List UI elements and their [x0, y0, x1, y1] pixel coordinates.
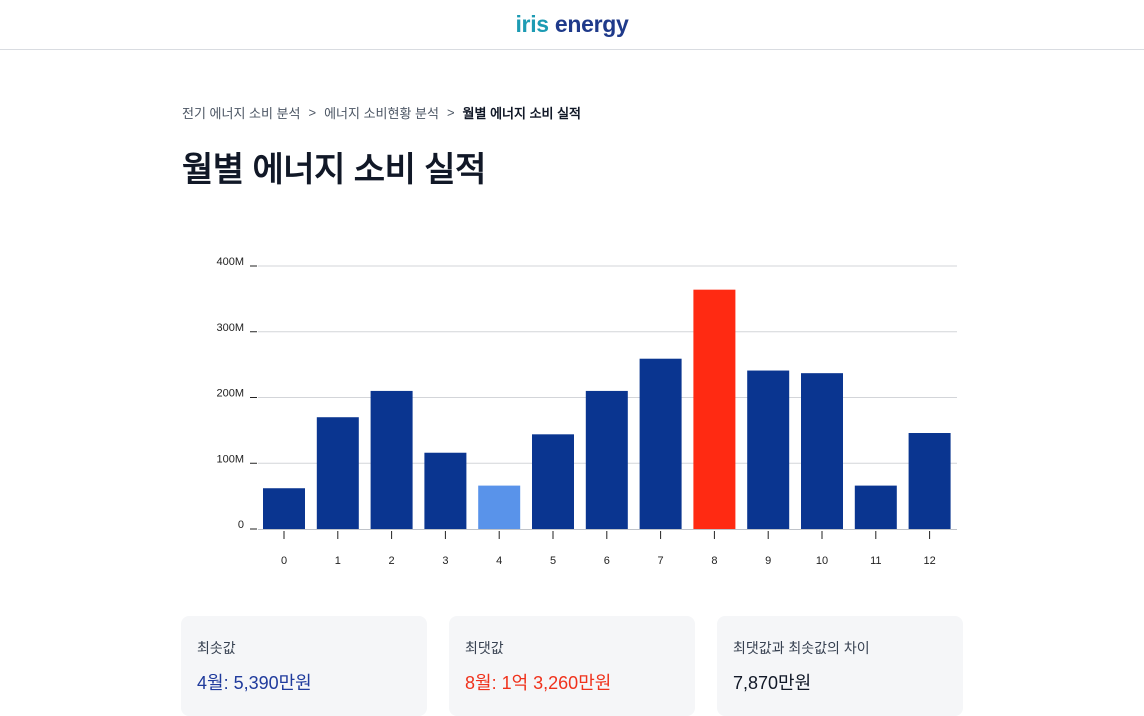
bar — [263, 488, 305, 529]
x-tick-label: 6 — [604, 555, 610, 567]
bar — [585, 390, 628, 529]
x-tick-label: 1 — [335, 555, 341, 567]
y-tick-label: 400M — [216, 256, 244, 268]
summary-max-label: 최댓값 — [465, 640, 504, 656]
iris-energy-logo[interactable]: iris energy — [515, 11, 628, 38]
x-tick-label: 0 — [281, 555, 287, 567]
x-tick-label: 11 — [870, 555, 881, 567]
x-tick-label: 4 — [496, 555, 502, 567]
bar — [478, 485, 521, 529]
summary-min-value: 4월: 5,390만원 — [197, 673, 312, 693]
bar — [854, 485, 897, 529]
y-tick-label: 200M — [216, 388, 244, 400]
x-tick-label: 10 — [816, 555, 828, 567]
bar — [693, 289, 736, 529]
x-tick-label: 7 — [658, 555, 664, 567]
bar — [801, 373, 843, 529]
summary-max-value: 8월: 1억 3,260만원 — [465, 673, 612, 693]
x-tick-label: 3 — [442, 555, 448, 567]
bar — [316, 417, 359, 529]
x-tick-label: 12 — [923, 555, 935, 567]
chevron-right-icon: > — [308, 104, 317, 120]
breadcrumb-item-consumption-status[interactable]: 에너지 소비현황 분석 — [324, 105, 439, 121]
bar — [747, 370, 790, 529]
y-tick-label: 300M — [216, 322, 244, 334]
summary-diff-value: 7,870만원 — [733, 673, 812, 693]
summary-diff-label: 최댓값과 최솟값의 차이 — [733, 640, 870, 656]
summary-card-min: 최솟값 4월: 5,390만원 — [181, 616, 427, 716]
x-tick-label: 2 — [389, 555, 395, 567]
bar — [370, 390, 413, 529]
logo-text-energy: energy — [548, 11, 629, 37]
bar — [908, 433, 951, 529]
summary-min-label: 최솟값 — [197, 640, 236, 656]
x-tick-label: 8 — [711, 555, 717, 567]
y-tick-label: 100M — [216, 453, 244, 465]
y-tick-label: 0 — [238, 519, 244, 531]
logo-text-iris: iris — [515, 11, 549, 37]
x-tick-label: 5 — [550, 555, 556, 567]
bar — [639, 358, 682, 529]
summary-card-max: 최댓값 8월: 1억 3,260만원 — [449, 616, 695, 716]
x-tick-label: 9 — [765, 555, 771, 567]
top-header: iris energy — [0, 0, 1144, 50]
bar — [532, 434, 574, 529]
bar — [424, 452, 467, 529]
breadcrumb: 전기 에너지 소비 분석 > 에너지 소비현황 분석 > 월별 에너지 소비 실… — [182, 104, 582, 121]
page-title: 월별 에너지 소비 실적 — [182, 151, 486, 189]
summary-card-diff: 최댓값과 최솟값의 차이 7,870만원 — [717, 616, 963, 716]
breadcrumb-item-electric-analysis[interactable]: 전기 에너지 소비 분석 — [182, 105, 301, 121]
breadcrumb-item-current: 월별 에너지 소비 실적 — [462, 105, 582, 121]
chevron-right-icon: > — [446, 104, 455, 120]
